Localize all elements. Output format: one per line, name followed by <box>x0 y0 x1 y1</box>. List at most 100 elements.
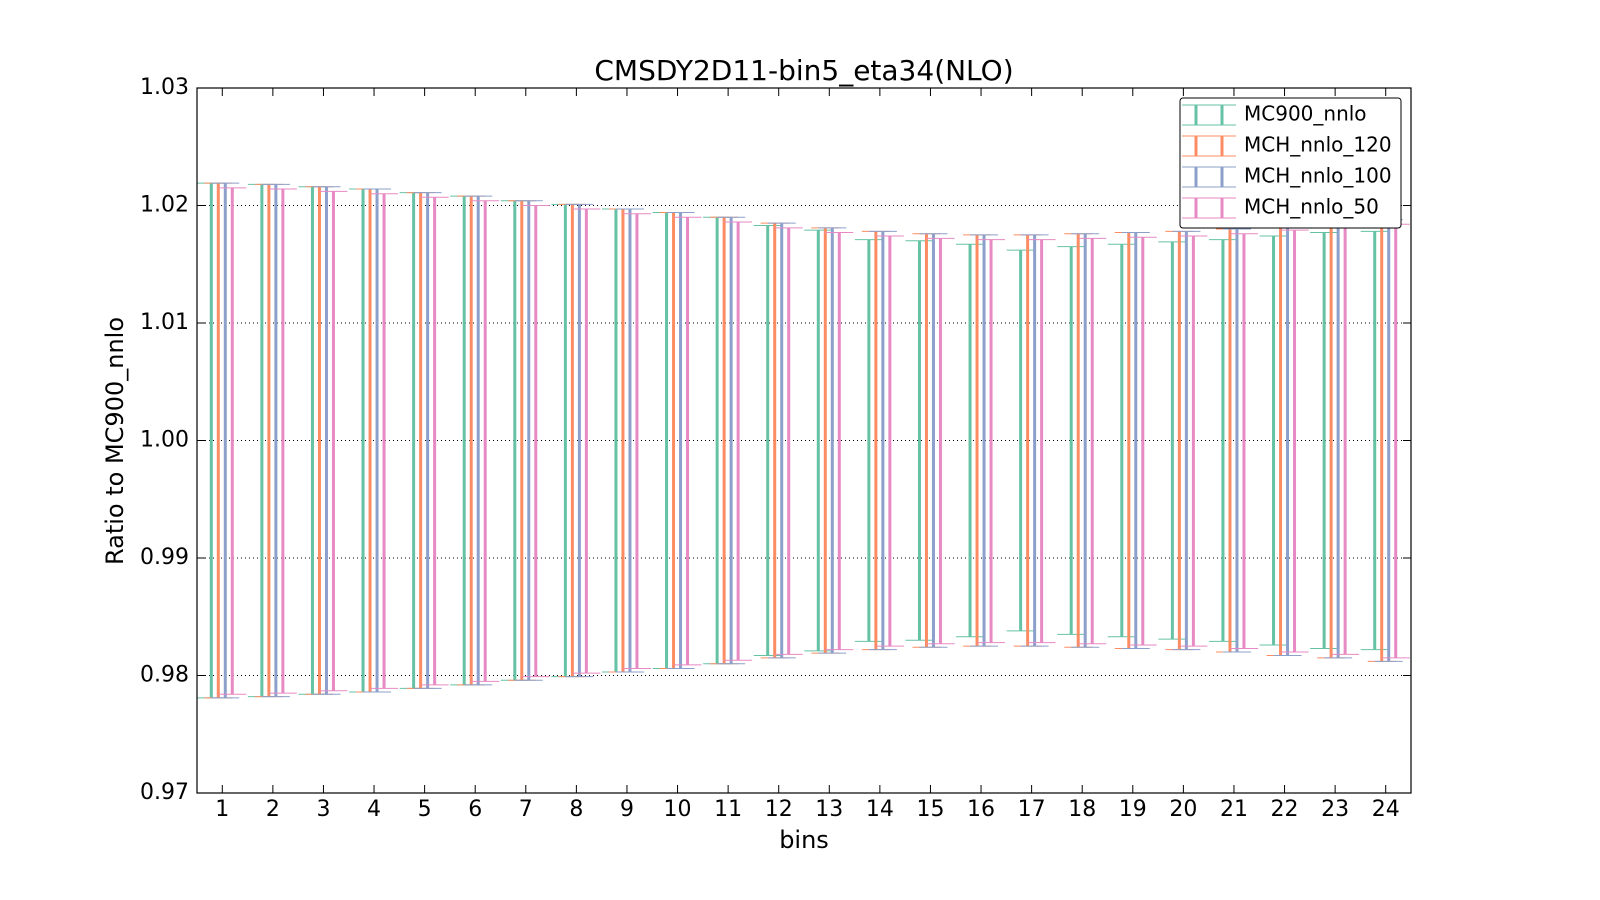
y-tick-label: 1.00 <box>140 428 189 453</box>
error-bar <box>622 213 651 669</box>
error-bar <box>1367 219 1396 662</box>
x-tick-label: 4 <box>367 797 381 822</box>
error-bar <box>926 237 955 645</box>
x-tick-label: 19 <box>1119 797 1147 822</box>
error-bar <box>970 234 999 647</box>
legend-label: MCH_nnlo_100 <box>1244 164 1392 188</box>
x-tick-label: 15 <box>916 797 944 822</box>
error-bar <box>1027 239 1056 644</box>
error-bar <box>1229 233 1258 649</box>
error-bar <box>1222 228 1251 653</box>
chart-title: CMSDY2D11-bin5_eta34(NLO) <box>594 54 1013 87</box>
x-tick-label: 8 <box>569 797 583 822</box>
x-tick-label: 6 <box>468 797 482 822</box>
x-tick-label: 9 <box>620 797 634 822</box>
legend-box <box>1179 97 1402 229</box>
error-bar <box>1360 230 1389 651</box>
error-bar <box>912 233 941 648</box>
y-tick-label: 0.99 <box>140 545 189 570</box>
error-bar <box>905 240 934 641</box>
x-tick-label: 16 <box>967 797 995 822</box>
error-bar <box>666 212 695 669</box>
error-bar <box>312 186 341 695</box>
error-bar <box>1057 246 1086 635</box>
error-bar <box>825 232 854 651</box>
error-bar <box>811 227 840 654</box>
x-tick-label: 23 <box>1321 797 1349 822</box>
error-bar <box>1215 228 1244 653</box>
error-bar <box>558 203 587 678</box>
error-bar <box>963 234 992 647</box>
error-bar <box>1331 227 1360 655</box>
error-bar <box>868 230 897 651</box>
error-bar <box>774 227 803 655</box>
y-tick-label: 1.02 <box>140 193 189 218</box>
error-bar <box>1064 233 1093 648</box>
error-bar <box>218 187 247 695</box>
error-bar <box>956 243 985 638</box>
error-bar <box>818 227 847 654</box>
error-bar <box>507 200 536 681</box>
error-bar <box>572 208 601 674</box>
x-tick-label: 17 <box>1018 797 1046 822</box>
error-bar <box>406 192 435 689</box>
error-bar <box>261 183 290 698</box>
legend-label: MCH_nnlo_50 <box>1244 195 1379 219</box>
x-tick-label: 12 <box>765 797 793 822</box>
x-tick-label: 18 <box>1068 797 1096 822</box>
legend-label: MCH_nnlo_120 <box>1244 133 1392 157</box>
error-bar <box>1020 234 1049 647</box>
error-bar <box>724 221 753 661</box>
error-bar <box>521 205 550 678</box>
y-axis-label: Ratio to MC900_nnlo <box>101 317 129 565</box>
error-bar <box>471 200 500 682</box>
legend-label: MC900_nnlo <box>1244 102 1367 126</box>
y-tick-label: 1.03 <box>140 75 189 100</box>
error-bar <box>1158 241 1187 640</box>
error-bar <box>659 212 688 669</box>
error-bar <box>551 203 580 678</box>
error-bar <box>1006 249 1035 632</box>
error-bar <box>1179 235 1208 647</box>
error-bar <box>399 192 428 689</box>
y-tick-label: 0.98 <box>140 663 189 688</box>
error-bar <box>450 195 479 686</box>
x-tick-label: 3 <box>316 797 330 822</box>
error-bar <box>977 239 1006 644</box>
x-tick-label: 11 <box>714 797 742 822</box>
error-bar <box>514 200 543 681</box>
x-tick-label: 24 <box>1372 797 1400 822</box>
error-bar <box>319 190 348 692</box>
x-tick-label: 20 <box>1169 797 1197 822</box>
error-bar <box>464 195 493 686</box>
error-bar <box>804 229 833 652</box>
error-bar <box>254 183 283 698</box>
x-tick-label: 1 <box>215 797 229 822</box>
error-bar <box>1280 229 1309 653</box>
error-bar <box>211 182 240 699</box>
x-tick-label: 22 <box>1271 797 1299 822</box>
y-tick-label: 0.97 <box>140 780 189 805</box>
error-bar <box>413 192 442 689</box>
x-axis-label: bins <box>779 826 829 854</box>
error-bar <box>420 196 449 686</box>
error-bar <box>753 224 782 657</box>
x-tick-label: 21 <box>1220 797 1248 822</box>
error-bar <box>875 235 904 647</box>
error-bar <box>565 203 594 678</box>
error-bar <box>1266 224 1295 657</box>
error-bar <box>760 222 789 659</box>
error-bar <box>615 208 644 673</box>
error-bar <box>247 183 276 698</box>
error-bar <box>919 233 948 648</box>
x-tick-label: 14 <box>866 797 894 822</box>
error-bar <box>854 239 883 642</box>
error-bar <box>717 216 746 665</box>
error-bar <box>1128 236 1157 646</box>
x-tick-label: 13 <box>815 797 843 822</box>
error-bar <box>673 216 702 666</box>
error-bar <box>298 186 327 695</box>
error-bar <box>652 212 681 669</box>
x-tick-label: 5 <box>418 797 432 822</box>
